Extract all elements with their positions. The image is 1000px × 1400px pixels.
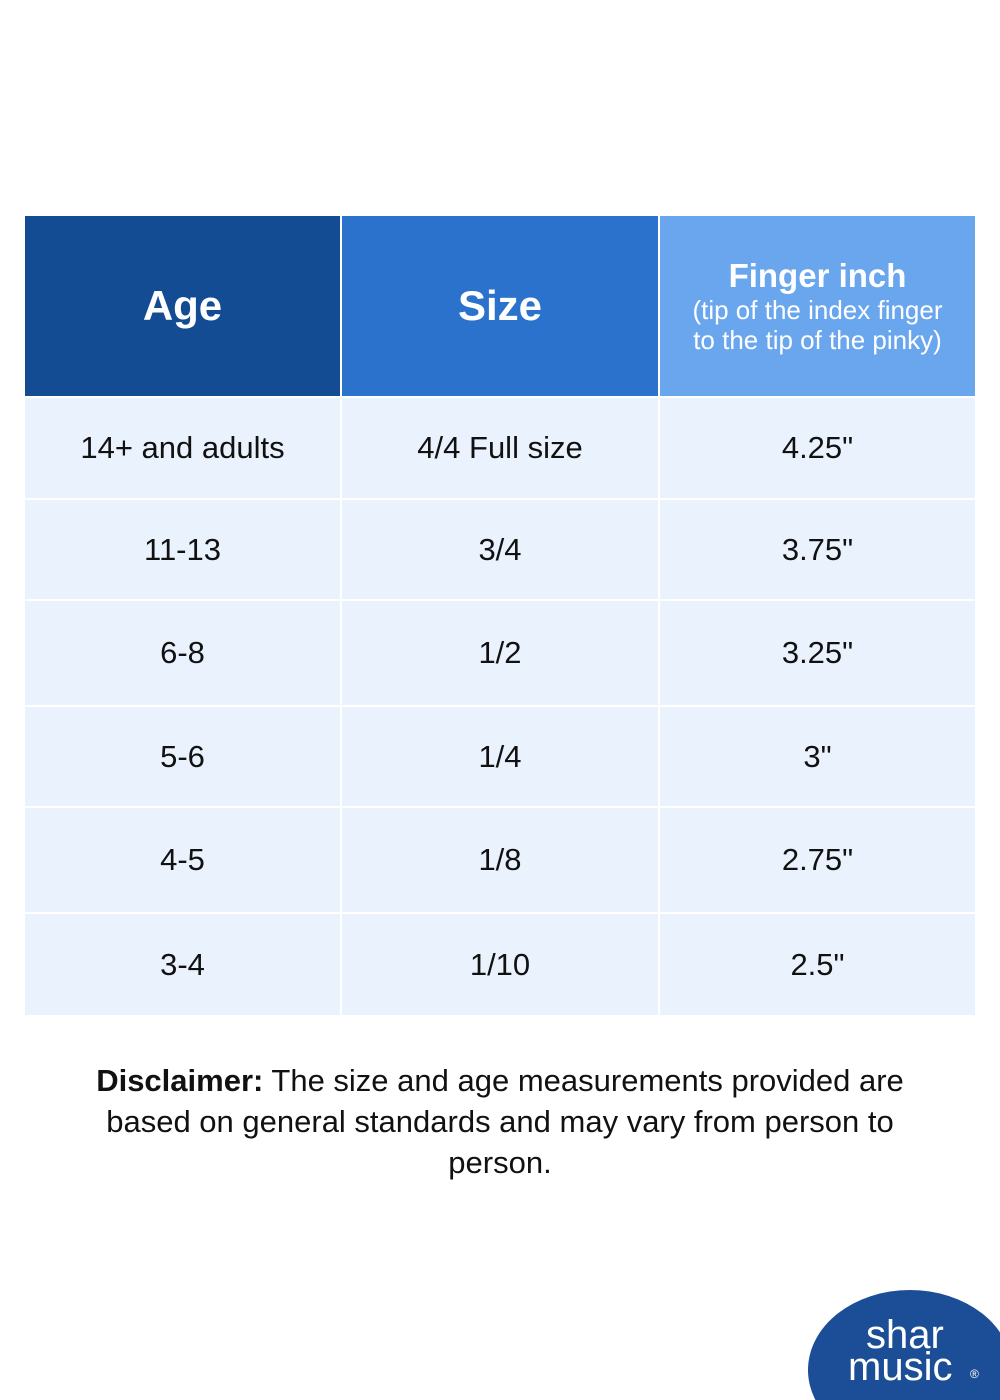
- disclaimer-label: Disclaimer:: [96, 1063, 264, 1098]
- table-cell: 14+ and adults: [25, 398, 340, 498]
- disclaimer: Disclaimer: The size and age measurement…: [90, 1060, 910, 1183]
- table-cell: 5-6: [25, 707, 340, 806]
- table-cell: 1/8: [342, 808, 658, 912]
- table-cell: 3.75": [660, 500, 975, 599]
- table-cell: 1/2: [342, 601, 658, 705]
- logo-mark: ®: [970, 1367, 979, 1381]
- size-table: Age Size Finger inch (tip of the index fi…: [25, 216, 975, 1015]
- table-cell: 2.75": [660, 808, 975, 912]
- table-cell: 4/4 Full size: [342, 398, 658, 498]
- table-cell: 11-13: [25, 500, 340, 599]
- header-subtitle: (tip of the index finger to the tip of t…: [692, 295, 943, 355]
- header-title: Finger inch: [728, 257, 907, 294]
- table-cell: 1/10: [342, 914, 658, 1015]
- logo-line1: shar: [866, 1313, 944, 1357]
- logo-line2: music: [848, 1345, 952, 1389]
- logo-badge: [808, 1290, 1000, 1400]
- table-cell: 6-8: [25, 601, 340, 705]
- header-cell: Finger inch (tip of the index finger to t…: [660, 216, 975, 396]
- logo: shar music ®: [808, 1290, 1000, 1400]
- table-cell: 2.5": [660, 914, 975, 1015]
- header-title: Size: [457, 282, 543, 329]
- table-cell: 4-5: [25, 808, 340, 912]
- table-cell: 3": [660, 707, 975, 806]
- table-cell: 3-4: [25, 914, 340, 1015]
- header-title: Age: [142, 282, 223, 329]
- table-cell: 3/4: [342, 500, 658, 599]
- header-cell: Size: [342, 216, 658, 396]
- table-cell: 1/4: [342, 707, 658, 806]
- disclaimer-text: The size and age measurements provided a…: [106, 1063, 904, 1180]
- table-cell: 3.25": [660, 601, 975, 705]
- header-cell: Age: [25, 216, 340, 396]
- table-cell: 4.25": [660, 398, 975, 498]
